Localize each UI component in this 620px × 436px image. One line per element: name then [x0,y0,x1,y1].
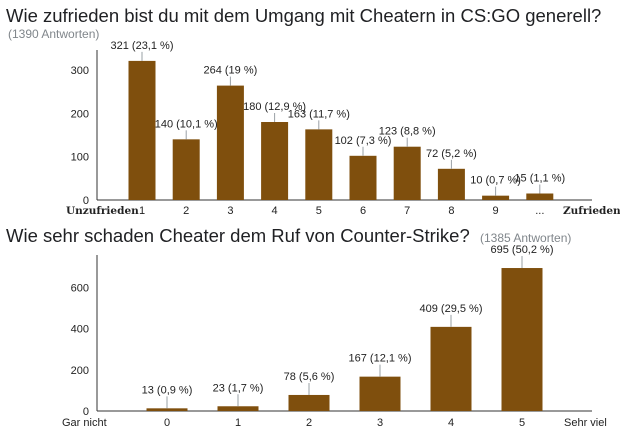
chart-1-x-tick-label: 8 [448,205,454,217]
chart-1-data-label: 163 (11,7 %) [288,108,350,120]
chart-1-bars [128,60,554,201]
chart-2-bar [501,268,543,411]
chart-1-bar [305,129,333,200]
chart-1-y-tick-label: 0 [83,195,89,207]
chart-1-x-start-label: Unzufrieden [66,205,139,217]
chart-2-y-tick-label: 600 [71,283,89,295]
chart-2-x-ticks: 0 1 2 3 4 5 [164,417,525,429]
chart-2-bars [146,268,543,411]
chart-1-response-count: (1390 Antworten) [8,27,99,41]
chart-1-data-label: 15 (1,1 %) [514,173,565,185]
chart-1-y-tick-label: 300 [71,65,89,77]
chart-1-x-tick-label: 3 [227,205,233,217]
chart-1-y-tick-label: 100 [71,152,89,164]
chart-2-x-tick-label: 5 [519,417,525,429]
chart-1-data-label: 321 (23,1 %) [111,40,174,52]
chart-1-bar [172,139,200,200]
chart-2-data-label: 78 (5,6 %) [284,371,335,383]
chart-1-bar [216,85,244,200]
chart-2-bar [217,406,259,411]
chart-1-data-label: 180 (12,9 %) [243,101,306,113]
chart-2-bar [146,408,188,411]
chart-1-x-tick-label: 4 [272,205,278,217]
chart-2-bar [359,376,401,411]
chart-1-bar [393,146,421,200]
chart-1-bar [482,195,510,200]
chart-2-data-label: 13 (0,9 %) [142,384,193,396]
chart-2-data-label: 409 (29,5 %) [420,303,483,315]
chart-2-x-tick-label: 4 [448,417,454,429]
chart-1-data-label: 72 (5,2 %) [426,148,477,160]
chart-1-y-ticks: 0 100 200 300 [71,65,89,207]
chart-1-x-end-label: Zufrieden [563,205,620,217]
chart-2-y-tick-label: 0 [83,406,89,418]
chart-1-bar [261,122,289,200]
chart-2-bar [430,326,472,411]
chart-1-bar [437,168,465,200]
chart-1-data-label: 264 (19 %) [203,65,257,77]
chart-2-data-labels: 13 (0,9 %) 23 (1,7 %) 78 (5,6 %) 167 (12,1 … [142,244,554,409]
chart-2-title: Wie sehr schaden Cheater dem Ruf von Cou… [6,225,470,246]
chart-1-x-ticks: 1 2 3 4 5 6 7 8 9... [139,205,544,217]
chart-2: Wie sehr schaden Cheater dem Ruf von Cou… [6,225,607,429]
chart-2-y-tick-label: 200 [71,365,89,377]
chart-1-x-tick-label: ... [535,205,544,217]
chart-2-y-tick-label: 400 [71,324,89,336]
chart-2-x-start-label: Gar nicht [62,417,107,429]
chart-2-x-tick-label: 2 [306,417,312,429]
chart-1-data-label: 102 (7,3 %) [335,135,392,147]
chart-2-data-label: 23 (1,7 %) [213,382,264,394]
chart-1: Wie zufrieden bist du mit dem Umgang mit… [6,5,620,217]
chart-1-x-tick-label: 9 [493,205,499,217]
chart-2-bar [288,394,330,411]
chart-1-bar [128,60,156,201]
chart-1-bar [349,155,377,200]
chart-2-response-count: (1385 Antworten) [480,231,571,245]
chart-1-x-tick-label: 6 [360,205,366,217]
chart-1-y-tick-label: 200 [71,108,89,120]
chart-1-data-labels: 321 (23,1 %) 140 (10,1 %) 264 (19 %) 180 (1… [111,40,565,196]
chart-1-x-tick-label: 1 [139,205,145,217]
chart-1-data-label: 123 (8,8 %) [379,126,436,138]
chart-2-x-tick-label: 0 [164,417,170,429]
chart-1-data-label: 10 (0,7 %) [470,175,521,187]
chart-2-y-ticks: 0 200 400 600 [71,283,89,418]
chart-2-data-label: 167 (12,1 %) [349,353,412,365]
chart-2-x-end-label: Sehr viel [564,417,607,429]
chart-1-title: Wie zufrieden bist du mit dem Umgang mit… [6,5,601,26]
chart-1-x-tick-label: 5 [316,205,322,217]
chart-1-data-label: 140 (10,1 %) [155,118,218,130]
chart-1-x-tick-label: 7 [404,205,410,217]
chart-1-bar [526,193,554,200]
chart-2-data-label: 695 (50,2 %) [491,244,554,256]
chart-1-x-tick-label: 2 [183,205,189,217]
chart-2-x-tick-label: 1 [235,417,241,429]
chart-2-x-tick-label: 3 [377,417,383,429]
